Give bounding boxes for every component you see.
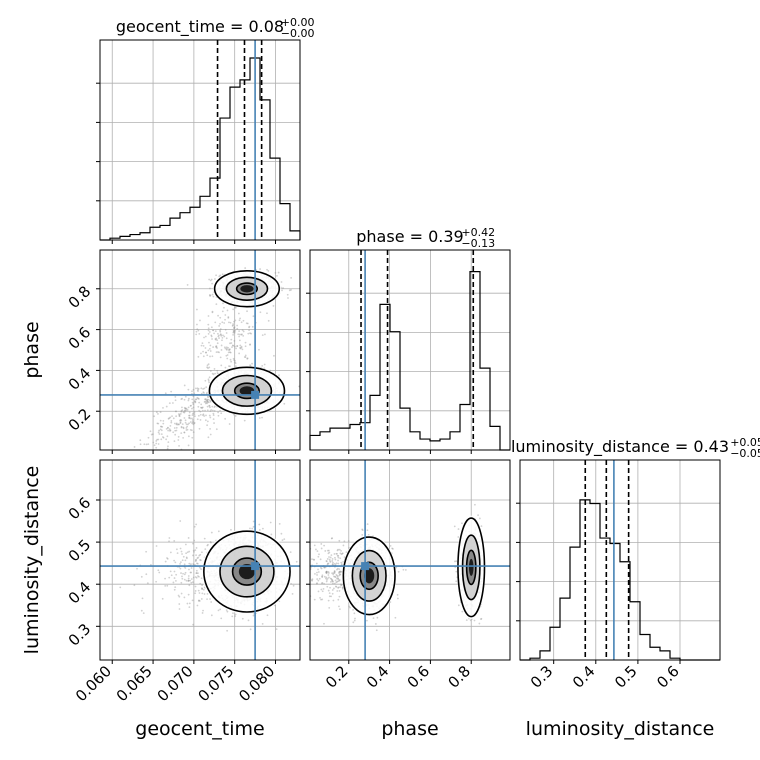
- panel-title: phase = 0.39: [356, 227, 463, 246]
- y-tick-label: 0.6: [65, 323, 95, 353]
- density-contour: [235, 282, 259, 296]
- title-sup: +0.05: [730, 436, 760, 449]
- x-axis-label: phase: [381, 718, 438, 740]
- y-tick-label: 0.2: [65, 405, 95, 435]
- y-axis-label: luminosity_distance: [21, 466, 43, 655]
- histogram-panel-phase: phase = 0.39+0.42−0.13: [306, 226, 511, 454]
- truth-marker: [251, 390, 260, 399]
- grid: [310, 250, 510, 450]
- truth-marker: [361, 562, 370, 571]
- y-axis-label: phase: [21, 321, 43, 378]
- truth-marker: [251, 562, 260, 571]
- density-contour: [225, 276, 269, 302]
- density-contour: [359, 561, 379, 591]
- x-tick-label: 0.5: [611, 662, 641, 692]
- panel-frame: [99, 249, 301, 451]
- panel-frame: [519, 459, 721, 661]
- x-tick-label: 0.2: [322, 662, 352, 692]
- x-tick-label: 0.065: [113, 662, 156, 705]
- y-tick-label: 0.6: [65, 494, 95, 524]
- x-tick-label: 0.6: [404, 662, 434, 692]
- y-tick-label: 0.8: [65, 282, 95, 312]
- panel-title: geocent_time = 0.08: [116, 17, 284, 37]
- title-sub: −0.05: [730, 447, 760, 460]
- x-tick-label: 0.6: [653, 662, 683, 692]
- density-contour: [213, 270, 281, 308]
- panel-title: luminosity_distance = 0.43: [511, 437, 729, 457]
- x-axis-label: luminosity_distance: [526, 718, 715, 740]
- scatter-panel-phase-luminosity_distance: [306, 459, 511, 664]
- panel-frame: [99, 459, 301, 661]
- x-tick-label: 0.070: [154, 662, 197, 705]
- title-sub: −0.13: [461, 237, 495, 250]
- y-tick-label: 0.4: [65, 364, 95, 394]
- scatter-panel-geocent_time-luminosity_distance: [96, 459, 301, 664]
- x-tick-label: 0.080: [235, 662, 278, 705]
- title-sub: −0.00: [281, 27, 315, 40]
- x-tick-label: 0.060: [72, 662, 115, 705]
- x-tick-label: 0.4: [569, 662, 599, 692]
- density-contour: [233, 382, 260, 400]
- density-contour: [219, 545, 275, 598]
- histogram-step: [100, 57, 301, 241]
- panel-frame: [309, 459, 511, 661]
- x-tick-label: 0.4: [363, 662, 393, 692]
- x-tick-label: 0.3: [527, 662, 557, 692]
- histogram-step: [309, 271, 510, 451]
- title-sup: +0.00: [281, 16, 315, 29]
- density-contour: [457, 517, 486, 618]
- y-tick-label: 0.4: [65, 578, 95, 608]
- histogram-step: [520, 499, 720, 661]
- density-contour: [203, 530, 291, 613]
- x-tick-label: 0.075: [194, 662, 237, 705]
- density-contour: [351, 549, 387, 602]
- histogram-panel-luminosity_distance: luminosity_distance = 0.43+0.05−0.05: [511, 436, 760, 664]
- panel-frame: [99, 39, 301, 241]
- histogram-panel-geocent_time: geocent_time = 0.08+0.00−0.00: [96, 16, 315, 244]
- density-contour: [465, 549, 477, 586]
- y-tick-label: 0.3: [65, 620, 95, 650]
- x-axis-label: geocent_time: [135, 718, 264, 740]
- title-sup: +0.42: [461, 226, 495, 239]
- density-contour: [231, 557, 263, 586]
- y-tick-label: 0.5: [65, 536, 95, 566]
- density-contour: [461, 534, 481, 601]
- density-contour: [221, 374, 273, 407]
- panel-frame: [309, 249, 511, 451]
- x-tick-label: 0.8: [444, 662, 474, 692]
- density-contour: [208, 366, 286, 416]
- density-contour: [342, 536, 396, 616]
- scatter-panel-geocent_time-phase: [96, 249, 301, 454]
